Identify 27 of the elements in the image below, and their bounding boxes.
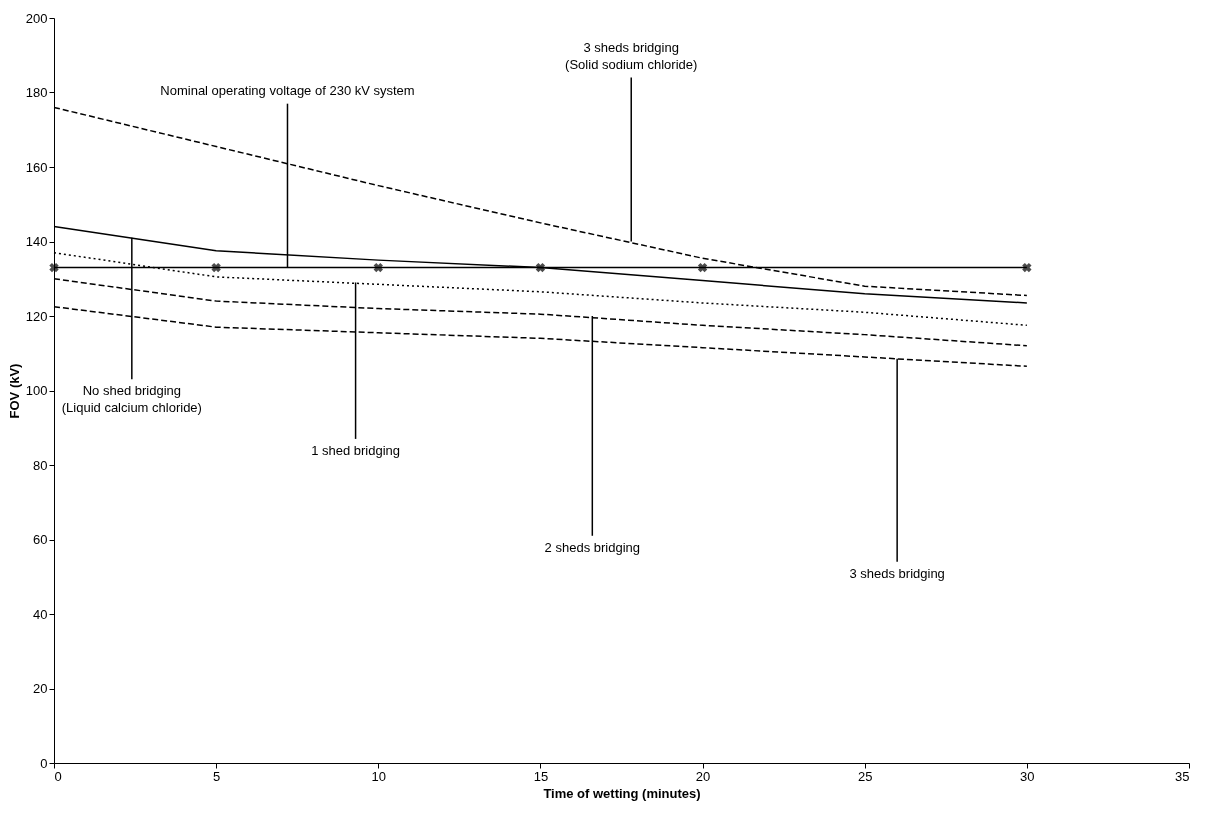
y-tick-label: 60: [33, 532, 48, 547]
x-tick-label: 25: [857, 768, 873, 784]
y-tick-label: 120: [25, 308, 48, 324]
annotation: 1 shed bridging: [311, 442, 401, 458]
y-tick-label: 200: [25, 10, 48, 26]
x-tick-label: 5: [213, 768, 221, 784]
x-axis-title: Time of wetting (minutes): [543, 785, 701, 801]
y-tick-label: 20: [33, 681, 48, 696]
y-tick-label: 0: [40, 755, 48, 771]
x-tick-label: 30: [1020, 768, 1035, 784]
y-tick-label: 40: [33, 606, 48, 622]
annotation: Nominal operating voltage of 230 kV system: [160, 82, 415, 98]
annotation: 3 sheds bridging: [849, 565, 945, 581]
y-tick-label: 140: [25, 234, 48, 249]
x-tick-label: 15: [533, 768, 549, 784]
annotation: No shed bridging (Liquid calcium chloride): [61, 383, 202, 416]
x-tick-label: 20: [695, 768, 711, 784]
y-tick-label: 160: [25, 159, 48, 175]
x-tick-label: 35: [1175, 768, 1190, 784]
annotation: 3 sheds bridging (Solid sodium chloride): [565, 39, 698, 72]
x-tick-label: 10: [371, 768, 387, 784]
annotation: 2 sheds bridging: [544, 539, 641, 555]
y-tick-label: 100: [25, 383, 48, 398]
y-axis-title: FOV (kV): [6, 363, 22, 419]
y-tick-label: 180: [25, 85, 48, 100]
x-tick-label: 0: [54, 768, 62, 784]
y-tick-label: 80: [33, 457, 48, 473]
